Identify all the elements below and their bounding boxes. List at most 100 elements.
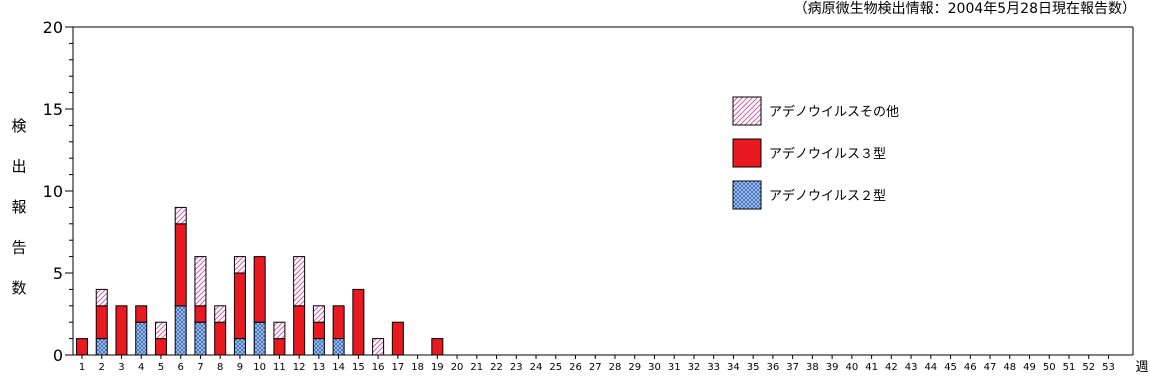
legend-label: アデノウイルス２型 — [769, 188, 886, 204]
bar-segment-solid-red — [194, 305, 207, 323]
x-tick-label: 32 — [688, 362, 701, 373]
bar-segment-diagonal-pink — [273, 321, 286, 340]
y-tick-label: 20 — [43, 18, 63, 37]
bar-segment-crosshatch-blue — [332, 338, 345, 356]
y-label-char: 告 — [11, 239, 26, 257]
bar-segment-crosshatch-blue — [95, 338, 108, 356]
x-tick-label: 33 — [707, 362, 720, 373]
x-tick-label: 37 — [786, 362, 799, 373]
legend-swatch — [732, 138, 762, 168]
x-tick-label: 10 — [253, 362, 266, 373]
bar-segment-crosshatch-blue — [312, 338, 325, 356]
x-tick-label: 43 — [905, 362, 918, 373]
x-tick-label: 28 — [609, 362, 622, 373]
x-tick-label: 21 — [470, 362, 483, 373]
legend-label: アデノウイルスその他 — [769, 104, 899, 120]
y-label-char: 検 — [11, 117, 26, 135]
x-tick-label: 35 — [747, 362, 760, 373]
x-tick-label: 31 — [668, 362, 681, 373]
x-tick-label: 9 — [237, 362, 243, 373]
bar-segment-diagonal-pink — [194, 256, 207, 307]
bar-segment-solid-red — [214, 321, 227, 356]
y-tick-label: 10 — [43, 182, 63, 201]
x-tick-label: 14 — [332, 362, 345, 373]
bar-segment-diagonal-pink — [154, 321, 167, 340]
x-tick-label: 22 — [490, 362, 503, 373]
bar-segment-solid-red — [253, 256, 266, 323]
x-tick-label: 41 — [865, 362, 878, 373]
x-tick-label: 11 — [273, 362, 286, 373]
x-tick-label: 53 — [1102, 362, 1115, 373]
x-tick-label: 19 — [431, 362, 444, 373]
y-label-char: 出 — [11, 158, 26, 176]
x-tick-label: 39 — [826, 362, 839, 373]
bar-segment-crosshatch-blue — [233, 338, 246, 356]
bar-segment-solid-red — [174, 223, 187, 307]
x-tick-label: 23 — [510, 362, 523, 373]
x-tick-label: 5 — [158, 362, 164, 373]
x-tick-label: 8 — [217, 362, 223, 373]
bar-segment-solid-red — [293, 305, 306, 356]
x-tick-label: 34 — [727, 362, 740, 373]
x-tick-label: 24 — [530, 362, 543, 373]
bar-segment-solid-red — [233, 272, 246, 340]
x-tick-label: 52 — [1082, 362, 1095, 373]
bar-segment-solid-red — [391, 321, 404, 356]
bar-segment-diagonal-pink — [174, 206, 187, 225]
x-tick-label: 15 — [352, 362, 365, 373]
bar-segment-crosshatch-blue — [174, 305, 187, 356]
y-label-char: 報 — [11, 198, 26, 216]
plot-frame — [72, 26, 1134, 356]
bar-segment-diagonal-pink — [233, 256, 246, 274]
bar-segment-solid-red — [76, 338, 88, 356]
bar-segment-diagonal-pink — [95, 288, 108, 307]
x-tick-label: 7 — [197, 362, 203, 373]
bar-segment-solid-red — [135, 305, 148, 323]
x-tick-label: 12 — [293, 362, 306, 373]
x-tick-label: 48 — [1003, 362, 1016, 373]
x-tick-label: 13 — [313, 362, 326, 373]
bar-segment-crosshatch-blue — [194, 321, 207, 356]
x-tick-label: 38 — [806, 362, 819, 373]
bar-segment-solid-red — [332, 305, 345, 340]
x-tick-label: 29 — [628, 362, 641, 373]
bar-segment-solid-red — [431, 338, 444, 356]
bar-segment-diagonal-pink — [293, 256, 306, 307]
x-ticks: 1 2 3 4 5 6 7 8 9 10 11 12 13 14 15 16 17 18 19 20 21 22 23 24 2… — [79, 355, 1115, 373]
x-tick-label: 25 — [549, 362, 562, 373]
x-tick-label: 46 — [964, 362, 977, 373]
x-tick-label: 6 — [178, 362, 184, 373]
source-note: （病原微生物検出情報：2004年5月28日現在報告数） — [794, 1, 1136, 17]
x-tick-label: 40 — [845, 362, 858, 373]
x-tick-label: 51 — [1063, 362, 1076, 373]
x-tick-label: 27 — [589, 362, 602, 373]
x-tick-label: 47 — [984, 362, 997, 373]
bars — [76, 206, 444, 356]
bar-segment-crosshatch-blue — [135, 321, 148, 356]
x-tick-label: 3 — [118, 362, 124, 373]
legend-swatch — [732, 96, 762, 126]
x-tick-label: 42 — [885, 362, 898, 373]
x-tick-label: 49 — [1023, 362, 1036, 373]
x-tick-label: 36 — [767, 362, 780, 373]
bar-segment-solid-red — [115, 305, 128, 356]
legend-label: アデノウイルス３型 — [769, 146, 886, 162]
x-tick-label: 1 — [79, 362, 85, 373]
bar-segment-solid-red — [312, 321, 325, 340]
x-tick-label: 20 — [451, 362, 464, 373]
x-tick-label: 26 — [569, 362, 582, 373]
x-axis-label-text: 週 — [1135, 360, 1148, 375]
bar-segment-diagonal-pink — [372, 338, 385, 356]
y-ticks: 0 5 10 15 20 — [43, 18, 73, 365]
x-tick-label: 2 — [99, 362, 105, 373]
y-tick-label: 5 — [53, 264, 63, 283]
x-axis-label: 週 — [1135, 360, 1148, 375]
x-tick-label: 45 — [944, 362, 957, 373]
bar-segment-solid-red — [95, 305, 108, 340]
bar-segment-solid-red — [273, 338, 286, 356]
bar-segment-diagonal-pink — [214, 305, 227, 323]
legend-swatch — [732, 180, 762, 210]
